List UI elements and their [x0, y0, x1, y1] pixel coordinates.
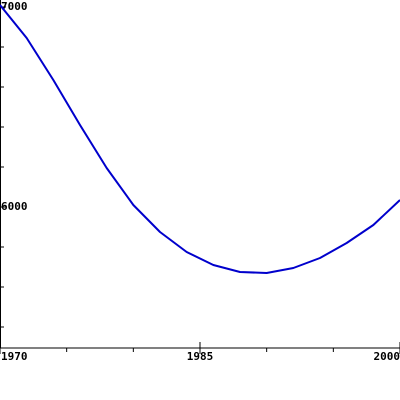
x-tick-label: 1970 [1, 350, 28, 363]
x-tick-label: 2000 [374, 350, 400, 363]
x-tick-label: 1985 [187, 350, 214, 363]
y-tick-label: 7000 [1, 0, 28, 13]
line [0, 4, 400, 274]
y-tick-label: 6000 [1, 200, 28, 213]
